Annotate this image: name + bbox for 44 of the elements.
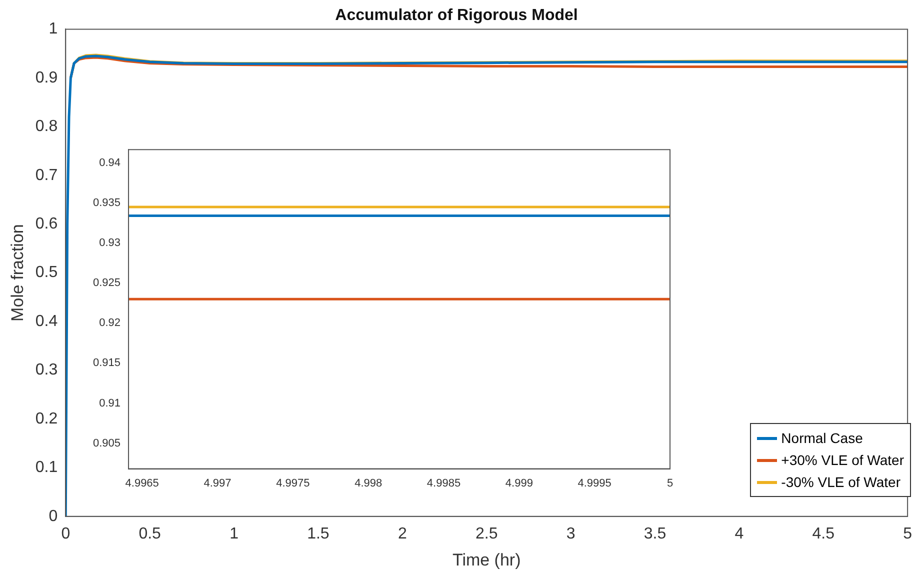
x-tick-label: 4.9985 xyxy=(426,477,461,490)
x-tick-label: 5 xyxy=(903,525,912,542)
y-tick-label: 0.935 xyxy=(92,196,121,209)
legend-label: +30% VLE of Water xyxy=(781,451,904,470)
y-tick-label: 0.905 xyxy=(92,437,121,450)
y-tick-label: 0.4 xyxy=(35,312,58,330)
y-tick-label: 0.9 xyxy=(35,69,58,86)
x-tick-label: 0 xyxy=(61,525,70,542)
y-tick-label: 0.8 xyxy=(35,118,58,136)
legend-label: Normal Case xyxy=(781,429,863,448)
y-tick-label: 0.7 xyxy=(35,166,58,184)
x-tick-label: 2 xyxy=(398,525,407,542)
y-tick-label: 1 xyxy=(48,20,58,38)
x-tick-label: 2.5 xyxy=(475,525,498,542)
x-tick-label: 4.9965 xyxy=(125,477,159,490)
y-tick-label: 0.94 xyxy=(99,156,121,169)
x-tick-label: 4.9995 xyxy=(578,477,612,490)
y-tick-label: 0.925 xyxy=(92,277,121,290)
legend-label: -30% VLE of Water xyxy=(781,473,900,492)
y-tick-label: 0.1 xyxy=(35,459,58,476)
x-tick-label: 4.997 xyxy=(204,477,232,490)
x-axis-title: Time (hr) xyxy=(452,550,521,570)
x-tick-label: 1.5 xyxy=(307,525,330,542)
y-tick-label: 0.6 xyxy=(35,215,58,232)
y-tick-label: 0.92 xyxy=(99,317,121,330)
y-tick-label: 0.915 xyxy=(92,357,121,370)
x-tick-label: 3.5 xyxy=(644,525,666,542)
x-tick-label: 4.998 xyxy=(354,477,382,490)
y-tick-label: 0.3 xyxy=(35,362,58,379)
x-tick-label: 0.5 xyxy=(138,525,162,542)
x-tick-label: 4.9975 xyxy=(276,477,310,490)
y-tick-label: 0 xyxy=(48,508,58,525)
y-tick-label: 0.2 xyxy=(35,410,58,428)
x-tick-label: 4.999 xyxy=(505,477,533,490)
chart-title: Accumulator of Rigorous Model xyxy=(335,7,578,24)
y-tick-label: 0.5 xyxy=(35,264,58,282)
x-tick-label: 4 xyxy=(734,525,744,542)
y-axis-title: Mole fraction xyxy=(8,224,27,322)
x-tick-label: 3 xyxy=(566,525,576,542)
y-tick-label: 0.91 xyxy=(99,397,121,410)
x-tick-label: 5 xyxy=(666,477,674,490)
x-tick-label: 1 xyxy=(230,525,239,542)
x-tick-label: 4.5 xyxy=(812,525,835,542)
y-tick-label: 0.93 xyxy=(99,237,121,250)
